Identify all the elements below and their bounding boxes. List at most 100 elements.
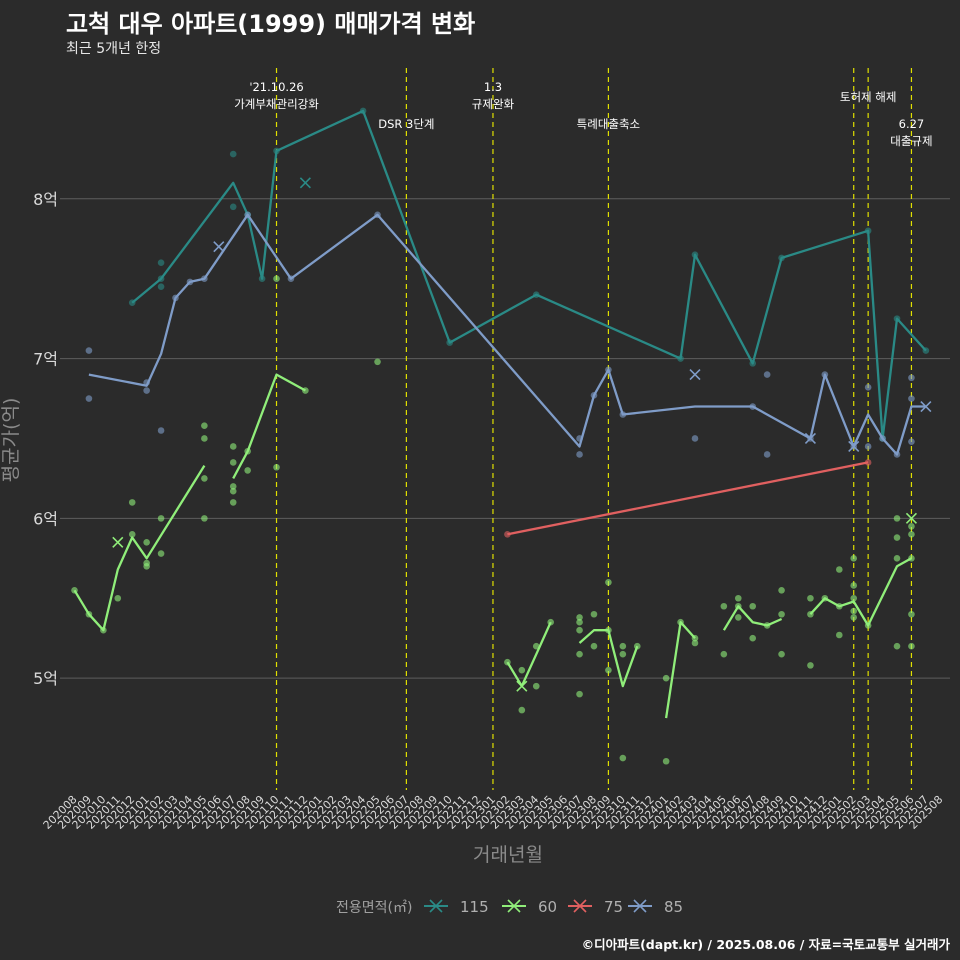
cancelled-marker — [112, 536, 124, 548]
data-point — [908, 438, 915, 445]
data-point — [229, 499, 237, 506]
data-point — [518, 706, 526, 714]
data-point — [157, 427, 165, 434]
data-point — [720, 650, 728, 658]
legend-swatch-marker — [573, 899, 587, 913]
cancelled-marker — [299, 177, 311, 189]
data-point — [908, 610, 915, 618]
data-point — [85, 395, 93, 402]
data-point — [893, 642, 901, 650]
data-point — [893, 534, 901, 541]
chart-title: 고척 대우 아파트(1999) 매매가격 변화 — [66, 10, 476, 38]
data-point — [590, 642, 598, 650]
data-point — [619, 650, 627, 658]
data-point — [143, 539, 150, 546]
cancelled-marker — [516, 680, 528, 692]
data-point — [201, 435, 208, 442]
data-point — [734, 594, 742, 602]
data-point — [576, 451, 583, 458]
data-point — [532, 682, 540, 690]
series-line — [131, 109, 927, 440]
data-point — [576, 626, 583, 634]
data-point — [244, 467, 251, 474]
cancelled-marker — [213, 241, 225, 253]
data-point — [850, 594, 858, 602]
data-point — [143, 387, 150, 394]
data-point — [908, 523, 915, 530]
data-point — [662, 757, 670, 765]
data-point — [763, 371, 771, 378]
series-115 — [128, 107, 930, 442]
data-point — [128, 531, 136, 538]
data-point — [908, 374, 915, 382]
data-point — [576, 650, 583, 658]
legend-swatch-marker — [507, 899, 521, 913]
event-annotation: '21.10.26 가계부채관리강화 — [234, 80, 319, 111]
data-point — [518, 666, 526, 674]
data-point — [763, 451, 771, 458]
data-point — [273, 463, 280, 471]
data-point — [229, 483, 237, 490]
cancelled-marker — [905, 512, 918, 524]
data-point — [85, 347, 93, 354]
series-line — [507, 461, 869, 536]
series-85 — [85, 211, 932, 458]
y-tick-label: 8억 — [33, 190, 58, 209]
data-point — [908, 531, 915, 538]
data-point — [778, 586, 785, 594]
data-point — [229, 443, 237, 450]
series-60 — [71, 275, 918, 765]
data-point — [229, 203, 237, 211]
cancelled-marker — [848, 440, 860, 453]
data-point — [850, 582, 858, 589]
data-point — [576, 618, 583, 626]
legend-label: 75 — [604, 898, 623, 916]
data-point — [850, 614, 858, 621]
data-point — [691, 435, 699, 442]
data-point — [734, 614, 742, 621]
data-point — [807, 594, 814, 602]
data-point — [229, 459, 237, 466]
data-point — [691, 639, 699, 647]
data-point — [850, 555, 858, 562]
data-point — [504, 531, 511, 538]
data-point — [619, 754, 627, 762]
data-point — [157, 515, 165, 522]
data-point — [374, 358, 381, 366]
data-point — [201, 422, 208, 429]
data-point — [157, 259, 165, 267]
event-annotation: 특례대출축소 — [577, 117, 640, 131]
data-point — [576, 614, 583, 621]
data-point — [590, 610, 598, 618]
legend-label: 60 — [538, 898, 557, 916]
data-point — [201, 515, 208, 522]
data-point — [807, 662, 814, 669]
data-point — [778, 650, 785, 658]
data-point — [749, 602, 757, 610]
legend-title: 전용면적(㎡) — [336, 900, 412, 916]
data-point — [850, 607, 858, 615]
legend-label: 115 — [460, 898, 489, 916]
series-line — [664, 621, 696, 719]
data-point — [720, 602, 728, 610]
data-point — [662, 674, 670, 682]
legend: 전용면적(㎡) 115 60 75 85 — [336, 898, 683, 916]
series-line — [809, 557, 912, 627]
series-75 — [504, 459, 872, 538]
grid-lines — [60, 198, 950, 679]
legend-label: 85 — [664, 898, 683, 916]
series-line — [232, 373, 306, 479]
cancelled-marker — [804, 432, 816, 445]
data-point — [835, 566, 843, 573]
data-point — [908, 642, 915, 650]
event-annotation: DSR 3단계 — [378, 117, 434, 131]
event-annotation: 1.3 규제완화 — [472, 80, 515, 111]
y-tick-label: 6억 — [33, 509, 58, 528]
data-point — [864, 384, 872, 391]
data-point — [576, 690, 583, 698]
y-tick-label: 5억 — [33, 669, 58, 688]
data-point — [864, 459, 872, 466]
event-annotation: 토허제 해제 — [840, 90, 897, 104]
